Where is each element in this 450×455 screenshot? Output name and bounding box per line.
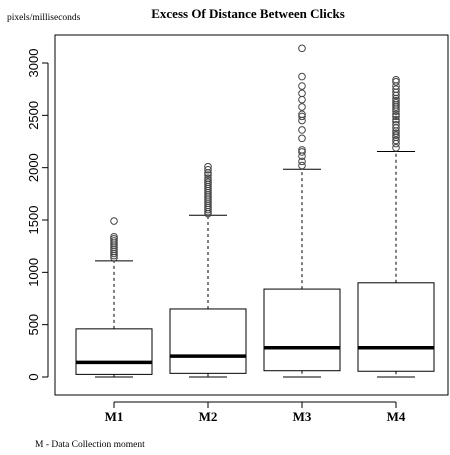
outlier-point: [204, 165, 212, 174]
outlier-point: [392, 75, 400, 84]
x-axis: M1 M2 M3 M4: [105, 401, 406, 424]
plot-frame: [54, 34, 449, 396]
iqr-box: [263, 288, 341, 372]
box-m4: [357, 75, 435, 378]
outlier-point: [392, 110, 400, 119]
outlier-point: [298, 157, 306, 166]
boxes-layer: [75, 44, 435, 378]
box-m1: [75, 217, 153, 378]
outlier-point: [298, 110, 306, 119]
box-m3: [263, 44, 341, 378]
iqr-box: [75, 328, 153, 375]
outlier-point: [392, 85, 400, 93]
outlier-point: [110, 237, 118, 245]
x-tick-label: M4: [387, 409, 406, 424]
outlier-point: [392, 115, 400, 124]
y-tick-label: 0: [26, 373, 41, 380]
outlier-point: [392, 117, 400, 126]
x-tick-label: M3: [293, 409, 312, 424]
x-tick-label: M2: [199, 409, 218, 424]
outlier-point: [204, 162, 212, 171]
outlier-point: [298, 146, 306, 154]
outlier-point: [298, 82, 306, 90]
outlier-point: [392, 131, 400, 140]
outlier-point: [204, 176, 212, 185]
chart-title: Excess Of Distance Between Clicks: [151, 6, 345, 21]
footnote: M - Data Collection moment: [35, 440, 145, 450]
iqr-box: [357, 282, 435, 372]
outlier-point: [298, 126, 306, 134]
box-m2: [169, 162, 247, 378]
outlier-point: [392, 129, 400, 137]
y-tick-label: 3000: [26, 49, 41, 78]
outlier-point: [204, 171, 212, 179]
y-tick-label: 2000: [26, 153, 41, 182]
outlier-point: [110, 235, 118, 243]
x-tick-label: M1: [105, 409, 124, 424]
y-tick-label: 500: [26, 314, 41, 336]
outlier-point: [298, 95, 306, 104]
outlier-point: [298, 161, 306, 170]
iqr-box: [169, 308, 247, 374]
outlier-point: [392, 136, 400, 145]
outlier-point: [204, 178, 212, 187]
outlier-point: [110, 232, 118, 241]
outlier-point: [392, 112, 400, 121]
y-axis: 0 500 1000 1500 2000 2500 3000: [26, 49, 49, 381]
outlier-point: [298, 89, 306, 98]
outlier-point: [392, 120, 400, 129]
y-axis-label: pixels/milliseconds: [7, 13, 81, 23]
outlier-point: [392, 96, 400, 105]
y-tick-label: 1500: [26, 206, 41, 235]
outlier-point: [392, 98, 400, 107]
outlier-point: [204, 174, 212, 182]
outlier-point: [298, 148, 306, 156]
outlier-point: [298, 112, 306, 121]
outlier-point: [392, 78, 400, 86]
y-tick-label: 2500: [26, 101, 41, 130]
outlier-point: [298, 72, 306, 81]
outlier-point: [298, 103, 306, 111]
outlier-point: [298, 44, 306, 53]
y-tick-label: 1000: [26, 258, 41, 287]
outlier-point: [110, 217, 118, 225]
outlier-point: [392, 143, 400, 152]
outlier-point: [298, 134, 306, 143]
